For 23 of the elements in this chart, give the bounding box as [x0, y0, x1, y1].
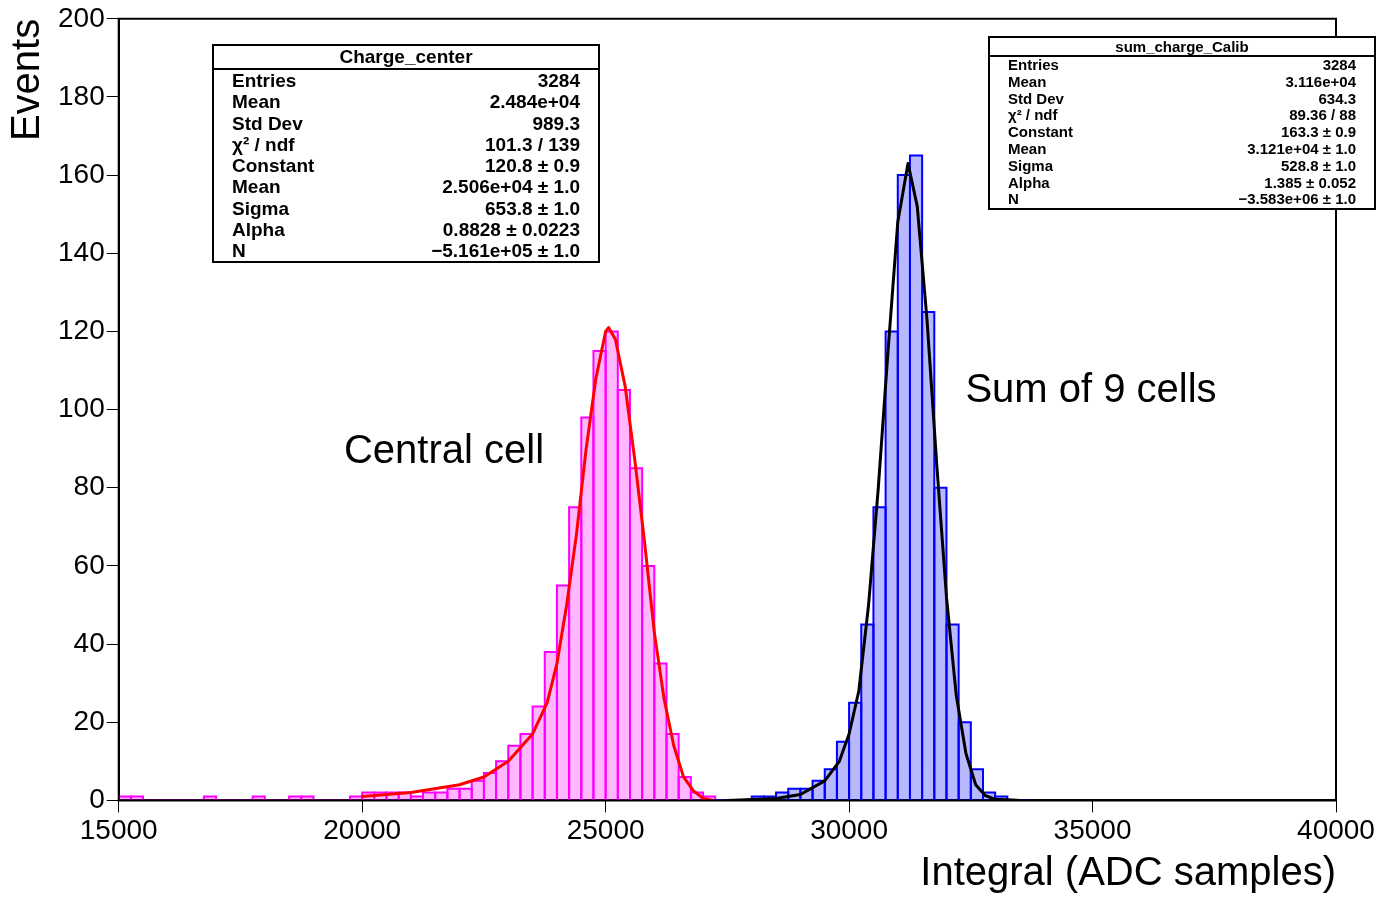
x-tick-label: 15000	[79, 813, 158, 845]
y-tick-label: 0	[89, 783, 105, 815]
y-tick-label: 40	[73, 626, 105, 658]
y-tick-label: 60	[73, 548, 105, 580]
annotation: Sum of 9 cells	[965, 366, 1217, 411]
x-axis-title: Integral (ADC samples)	[920, 849, 1336, 894]
y-axis-title: Events	[3, 18, 48, 142]
y-tick-label: 180	[58, 79, 105, 111]
text: Charge_center Entries 3284 Mean 2.484e+04 Std Dev 989.3 χ² / ndf 101.3 / 139 Constant 120.8 ± 0.9 Mean 2.506e+04 ± 1.0 Sigma 653.8 ± 1.0 Alpha 0.8828 ± 0.0223 N −5.161e+05 ± 1.0	[232, 46, 580, 262]
y-tick-label: 120	[58, 314, 105, 346]
text: sum_charge_Calib Entries 3284 Mean 3.116e+04 Std Dev 634.3 χ² / ndf 89.36 / 88 Constant 163.3 ± 0.9 Mean 3.121e+04 ± 1.0 Sigma 528.8 ± 1.0 Alpha 1.385 ± 0.052 N −3.583e+06 ± 1.0	[1008, 38, 1356, 208]
y-tick-label: 160	[58, 157, 105, 189]
y-tick-label: 20	[73, 704, 105, 736]
annotation: Central cell	[343, 427, 545, 472]
x-tick-label: 35000	[1053, 813, 1132, 845]
y-tick-label: 100	[58, 392, 105, 424]
y-tick-label: 200	[58, 1, 105, 33]
x-tick-label: 30000	[810, 813, 889, 845]
x-tick-label: 25000	[566, 813, 645, 845]
x-tick-label: 20000	[323, 813, 402, 845]
y-tick-label: 80	[73, 470, 105, 502]
y-tick-label: 140	[58, 236, 105, 267]
x-tick-label: 40000	[1297, 813, 1375, 845]
